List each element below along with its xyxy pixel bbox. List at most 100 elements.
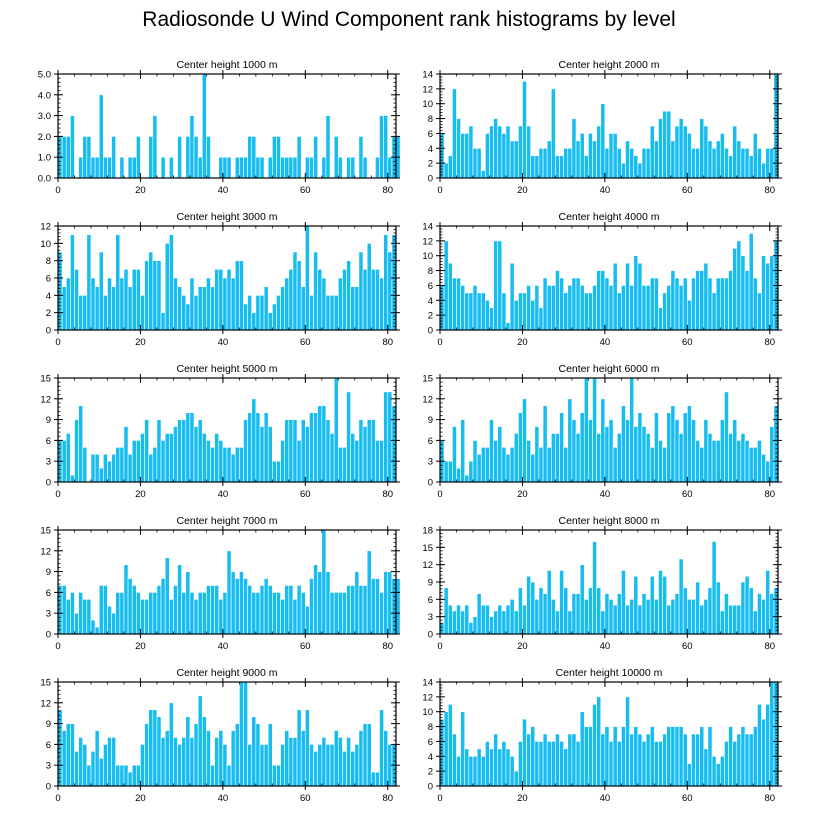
bar xyxy=(333,592,339,635)
bar xyxy=(276,592,281,635)
bar xyxy=(354,286,360,331)
bar xyxy=(550,433,556,483)
bar xyxy=(164,557,170,635)
bar xyxy=(78,737,84,787)
bar xyxy=(509,140,515,179)
bar xyxy=(90,277,96,331)
bar xyxy=(280,286,286,331)
bar xyxy=(485,741,490,787)
bar xyxy=(152,260,158,331)
x-tick-label: 0 xyxy=(55,641,60,652)
bar xyxy=(103,453,108,483)
bar xyxy=(505,322,511,331)
bar xyxy=(567,398,573,483)
bar xyxy=(90,619,96,635)
bar xyxy=(90,751,96,787)
bar xyxy=(78,295,84,331)
bar xyxy=(144,260,149,331)
bar xyxy=(342,751,347,787)
bar xyxy=(354,571,360,635)
bar xyxy=(189,277,195,331)
y-tick-label: 2 xyxy=(46,308,51,319)
bar xyxy=(761,718,766,787)
bar xyxy=(522,292,527,331)
x-tick-label: 40 xyxy=(600,489,611,500)
bar xyxy=(691,147,696,179)
bar xyxy=(144,723,149,787)
x-tick-label: 40 xyxy=(218,337,229,348)
x-tick-label: 80 xyxy=(382,337,393,348)
bar xyxy=(243,419,248,483)
bar xyxy=(592,541,597,635)
bar xyxy=(505,453,511,483)
bar xyxy=(387,251,393,331)
bar xyxy=(703,262,709,331)
y-tick-label: 12 xyxy=(422,560,433,571)
x-tick-label: 40 xyxy=(218,489,229,500)
bar xyxy=(757,440,762,483)
bar xyxy=(309,412,314,483)
bar xyxy=(74,419,79,483)
bar xyxy=(251,398,257,483)
bar xyxy=(550,741,556,787)
bar xyxy=(370,419,376,483)
plot-frame xyxy=(439,377,779,483)
bar xyxy=(193,295,199,331)
bar xyxy=(575,140,581,179)
bar xyxy=(115,764,121,787)
bar xyxy=(284,730,290,787)
bar xyxy=(447,703,453,787)
bar xyxy=(214,737,220,787)
bar xyxy=(185,412,191,483)
bar xyxy=(243,303,248,331)
y-tick-label: 8 xyxy=(428,114,433,125)
bar xyxy=(513,770,519,787)
y-tick-label: 12 xyxy=(422,394,433,405)
bar xyxy=(333,136,339,179)
bar xyxy=(383,571,389,635)
bar xyxy=(201,286,207,331)
bar xyxy=(493,733,499,787)
bar xyxy=(670,270,676,331)
bar xyxy=(559,412,564,483)
y-tick-label: 0 xyxy=(46,478,51,489)
bar xyxy=(476,292,482,331)
bar xyxy=(571,593,577,635)
bar xyxy=(645,599,651,635)
bar xyxy=(280,440,286,483)
bar xyxy=(201,592,207,635)
bar xyxy=(317,571,323,635)
bar xyxy=(94,156,100,179)
bar xyxy=(251,716,257,787)
bar xyxy=(447,155,453,179)
bar xyxy=(206,440,211,483)
y-tick-label: 3.0 xyxy=(38,111,51,122)
bar xyxy=(391,234,397,331)
bar xyxy=(210,447,215,483)
bar xyxy=(111,612,117,635)
bar xyxy=(452,610,457,635)
bar xyxy=(144,419,149,483)
bar xyxy=(98,757,104,787)
bar xyxy=(309,578,314,635)
bar xyxy=(707,277,713,331)
bar xyxy=(218,269,224,331)
bar xyxy=(658,307,663,331)
y-tick-label: 3 xyxy=(46,457,51,468)
bar xyxy=(752,726,758,787)
bar xyxy=(604,426,610,483)
y-tick-label: 15 xyxy=(40,374,51,385)
bar xyxy=(748,733,754,787)
x-tick-label: 20 xyxy=(517,185,528,196)
bar xyxy=(579,285,585,331)
bar xyxy=(337,737,343,787)
bar xyxy=(732,604,738,635)
bar xyxy=(711,292,717,331)
bar xyxy=(255,156,261,179)
bar xyxy=(654,741,659,787)
bar xyxy=(687,599,692,635)
panel-1: Center height 2000 m 0 2 4 6 8 10 12 14 0 20 40 60 80 xyxy=(422,59,782,196)
y-tick-label: 0 xyxy=(428,174,433,185)
bar xyxy=(94,286,100,331)
